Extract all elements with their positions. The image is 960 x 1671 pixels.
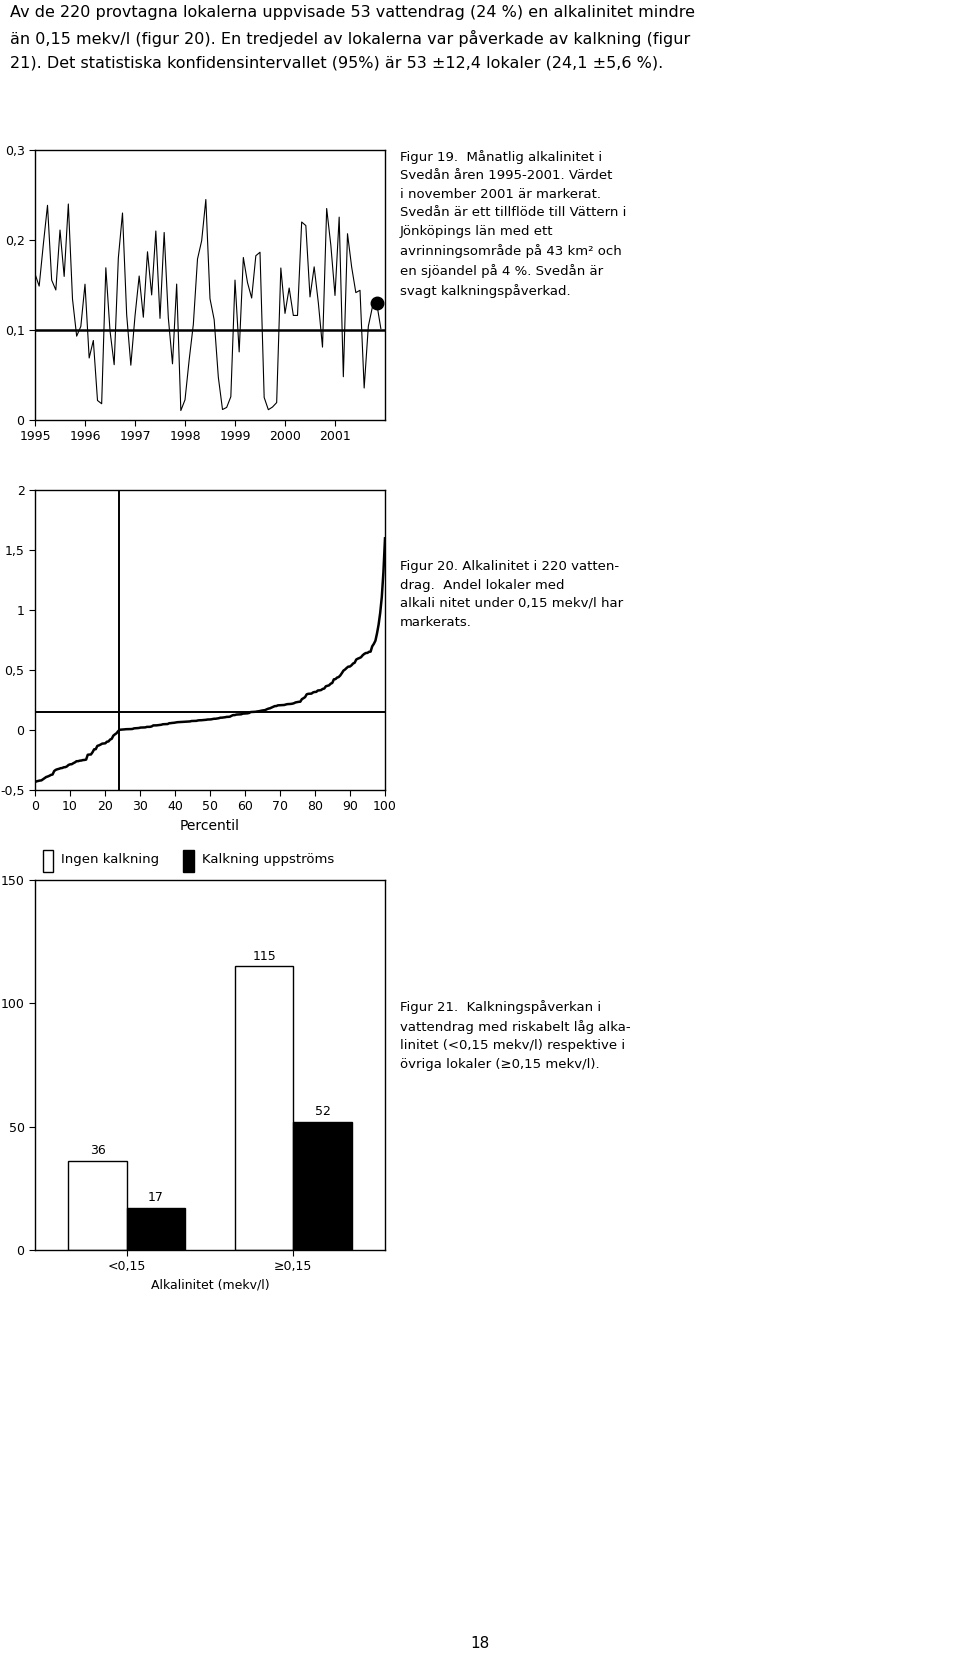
X-axis label: Percentil: Percentil bbox=[180, 819, 240, 832]
Text: Figur 20. Alkalinitet i 220 vatten-
drag.  Andel lokaler med
alkali nitet under : Figur 20. Alkalinitet i 220 vatten- drag… bbox=[400, 560, 623, 628]
Bar bbox=[127, 1208, 185, 1250]
X-axis label: Alkalinitet (mekv/l): Alkalinitet (mekv/l) bbox=[151, 1278, 270, 1292]
Text: 52: 52 bbox=[315, 1105, 330, 1118]
Bar bbox=[235, 966, 294, 1250]
Text: 18: 18 bbox=[470, 1636, 490, 1651]
Bar bbox=[68, 1161, 127, 1250]
Text: Kalkning uppströms: Kalkning uppströms bbox=[202, 854, 334, 867]
Text: Ingen kalkning: Ingen kalkning bbox=[61, 854, 159, 867]
Text: Figur 21.  Kalkningspåverkan i
vattendrag med riskabelt låg alka-
linitet (<0,15: Figur 21. Kalkningspåverkan i vattendrag… bbox=[400, 999, 631, 1071]
Text: 17: 17 bbox=[148, 1191, 164, 1205]
Bar bbox=[43, 849, 54, 872]
Text: 36: 36 bbox=[89, 1145, 106, 1158]
Text: Av de 220 provtagna lokalerna uppvisade 53 vattendrag (24 %) en alkalinitet mind: Av de 220 provtagna lokalerna uppvisade … bbox=[10, 5, 695, 70]
Text: 115: 115 bbox=[252, 949, 276, 962]
Bar bbox=[183, 849, 194, 872]
Text: Figur 19.  Månatlig alkalinitet i
Svedån åren 1995-2001. Värdet
i november 2001 : Figur 19. Månatlig alkalinitet i Svedån … bbox=[400, 150, 626, 297]
Bar bbox=[294, 1121, 351, 1250]
